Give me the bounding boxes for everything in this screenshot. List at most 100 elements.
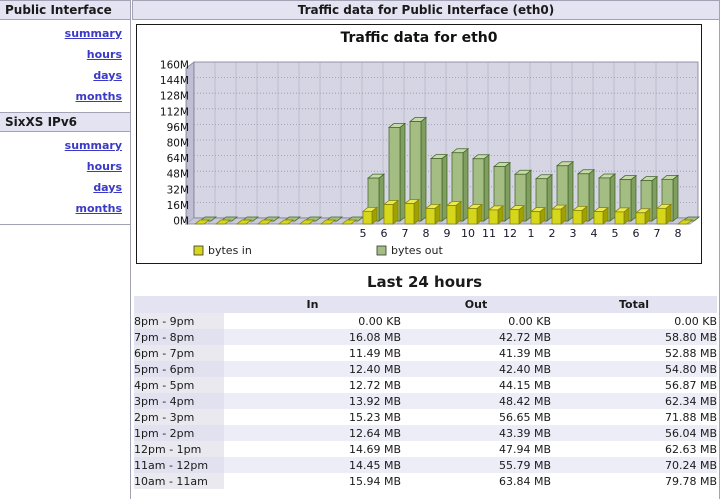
bar-in-flat (256, 219, 274, 225)
bar-in (593, 211, 604, 225)
chart-text: 48M (167, 169, 189, 181)
chart-text: 1 (528, 227, 535, 240)
chart-text: 32M (167, 184, 189, 196)
cell-total: 56.87 MB (664, 378, 717, 392)
sidebar-link-0-hours[interactable]: hours (86, 48, 122, 61)
chart-text: 5 (360, 227, 367, 240)
bar-in (446, 205, 457, 225)
column-header-Total: Total (551, 296, 717, 313)
cell-out: 43.39 MB (401, 425, 551, 441)
cell-time: 1pm - 2pm (134, 425, 224, 441)
sidebar-link-1-months[interactable]: months (75, 202, 123, 215)
chart-text: 80M (167, 138, 189, 150)
chart-text: 144M (160, 75, 189, 87)
sidebar-link-0-months[interactable]: months (75, 90, 123, 103)
cell-time: 8pm - 9pm (134, 313, 224, 329)
bar-in-flat (298, 219, 316, 225)
chart-text: 96M (167, 122, 189, 134)
cell-out: 42.40 MB (401, 361, 551, 377)
table-row: 6pm - 7pm 11.49 MB 41.39 MB 52.88 MB (134, 345, 717, 361)
sidebar-link-0-summary[interactable]: summary (64, 27, 122, 40)
cell-time: 3pm - 4pm (134, 393, 224, 409)
bar-in-flat (676, 219, 694, 225)
chart-text: 5 (612, 227, 619, 240)
cell-in: 15.94 MB (348, 474, 401, 488)
column-header-In: In (224, 296, 401, 313)
cell-out: 44.15 MB (498, 378, 551, 392)
sidebar-section-public-interface: Public Interface (0, 0, 130, 20)
cell-time: 10am - 11am (134, 473, 224, 489)
table-row: 10am - 11am 15.94 MB 63.84 MB 79.78 MB (134, 473, 717, 489)
cell-out: 47.94 MB (498, 442, 551, 456)
bar-in-flat (340, 219, 358, 225)
bar-out-side (672, 174, 679, 222)
bar-in (362, 210, 373, 225)
bar-in (383, 204, 394, 225)
chart-text: 160M (160, 60, 189, 72)
cell-in: 13.92 MB (224, 393, 401, 409)
bar-in-flat (235, 219, 253, 225)
bar-in (656, 207, 667, 225)
bar-in-flat (193, 219, 211, 225)
chart-text: 3 (570, 227, 577, 240)
chart-text: 11 (482, 227, 496, 240)
bar-out-side (483, 153, 490, 222)
cell-total: 71.88 MB (664, 410, 717, 424)
bar-in (467, 208, 478, 225)
sidebar-link-0-days[interactable]: days (93, 69, 122, 82)
bar-in-flat (319, 219, 337, 225)
bar-out-side (588, 169, 595, 222)
column-header-time (134, 296, 224, 313)
cell-in: 0.00 KB (358, 314, 401, 328)
cell-out: 56.65 MB (498, 410, 551, 424)
chart-text: 64M (167, 153, 189, 165)
sidebar-link-1-days[interactable]: days (93, 181, 122, 194)
bar-out-side (399, 122, 406, 222)
chart-text: 4 (591, 227, 598, 240)
chart-text: 7 (402, 227, 409, 240)
chart-text: 8 (675, 227, 682, 240)
cell-out: 0.00 KB (508, 314, 551, 328)
cell-out: 55.79 MB (401, 457, 551, 473)
table-row: 2pm - 3pm 15.23 MB 56.65 MB 71.88 MB (134, 409, 717, 425)
chart-text: bytes out (391, 244, 444, 257)
cell-in: 14.45 MB (224, 457, 401, 473)
bar-out-side (504, 161, 511, 222)
chart-text: 9 (444, 227, 451, 240)
page-title: Traffic data for Public Interface (eth0) (132, 0, 719, 20)
cell-total: 0.00 KB (674, 314, 717, 328)
chart-text: 6 (381, 227, 388, 240)
bar-out-side (630, 174, 637, 222)
traffic-chart-svg: 0M 16M 32M 48M 64M 80M 96M 112M 128M 144M 160M 5 6 7 8… (160, 30, 701, 257)
chart-text: 7 (654, 227, 661, 240)
traffic-chart: 0M 16M 32M 48M 64M 80M 96M 112M 128M 144M 160M 5 6 7 8… (136, 24, 702, 264)
legend-swatch-bytes-out (376, 245, 387, 256)
main-panel: Traffic data for Public Interface (eth0)… (132, 0, 720, 499)
bar-in (572, 210, 583, 225)
chart-text: 16M (167, 200, 189, 212)
table-row: 11am - 12pm 14.45 MB 55.79 MB 70.24 MB (134, 457, 717, 473)
cell-total: 56.04 MB (551, 425, 717, 441)
bar-in (530, 211, 541, 225)
cell-in: 15.23 MB (348, 410, 401, 424)
table-row: 7pm - 8pm 16.08 MB 42.72 MB 58.80 MB (134, 329, 717, 345)
bar-in (488, 209, 499, 225)
sidebar-link-1-summary[interactable]: summary (64, 139, 122, 152)
bar-in (614, 211, 625, 225)
table-row: 1pm - 2pm 12.64 MB 43.39 MB 56.04 MB (134, 425, 717, 441)
sidebar-links-group: summary hours days months (0, 132, 130, 225)
cell-out: 63.84 MB (498, 474, 551, 488)
legend-swatch-bytes-in (193, 245, 204, 256)
sidebar-link-1-hours[interactable]: hours (86, 160, 122, 173)
cell-in: 14.69 MB (348, 442, 401, 456)
cell-in: 11.49 MB (348, 346, 401, 360)
cell-time: 6pm - 7pm (134, 345, 224, 361)
chart-text: Traffic data for eth0 (340, 30, 497, 46)
chart-text: 128M (160, 91, 189, 103)
cell-total: 54.80 MB (551, 361, 717, 377)
table-title: Last 24 hours (366, 273, 483, 291)
bar-in (425, 208, 436, 225)
cell-time: 11am - 12pm (134, 457, 224, 473)
cell-in: 16.08 MB (224, 329, 401, 345)
column-header-Out: Out (401, 296, 551, 313)
